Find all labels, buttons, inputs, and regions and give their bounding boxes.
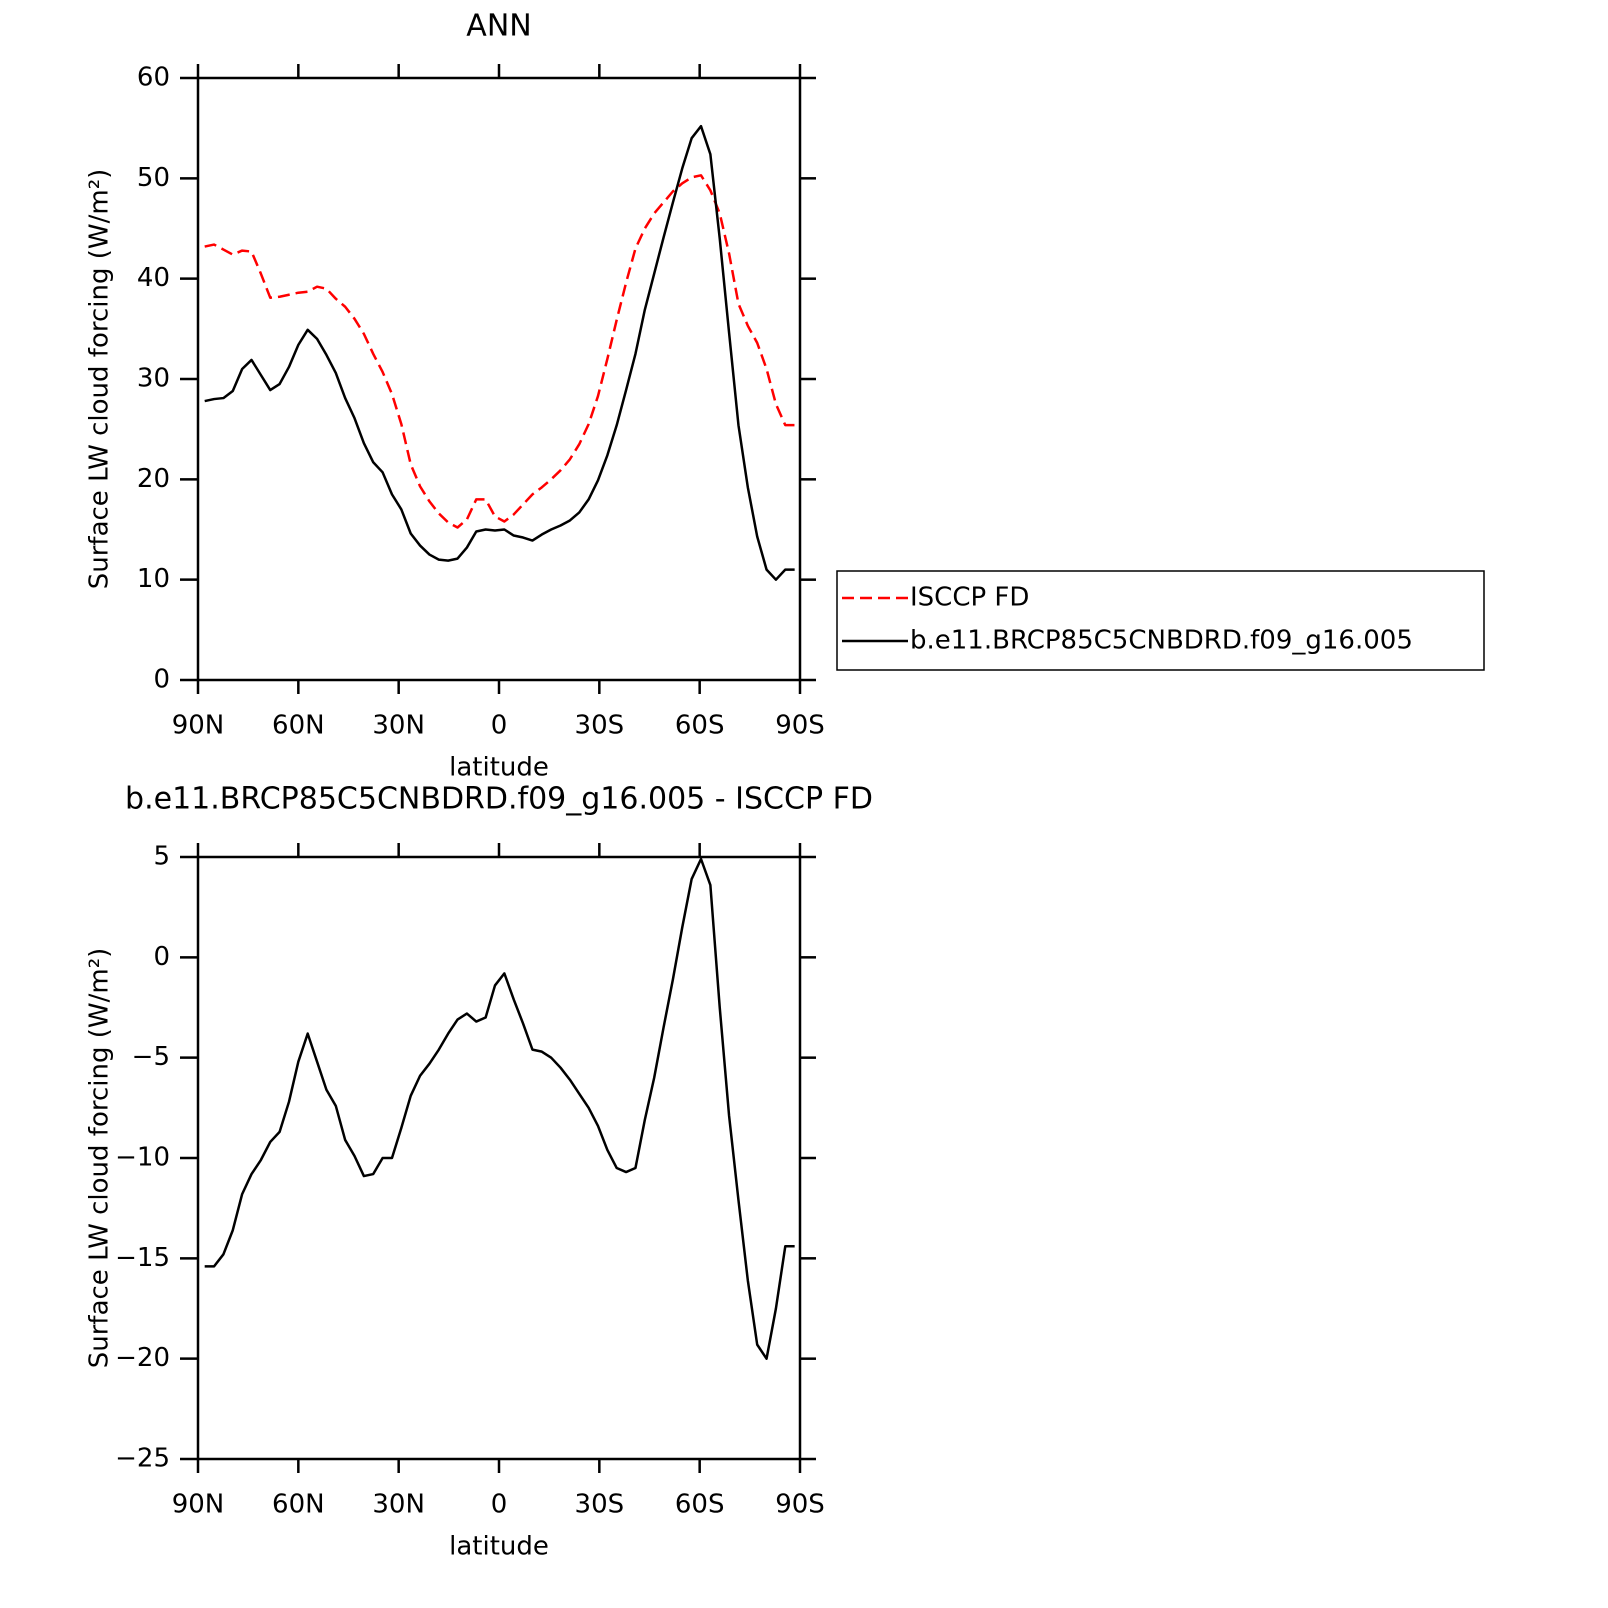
y-tick-label: 40 (137, 263, 170, 293)
legend-box (836, 570, 1485, 671)
chart-title: ANN (466, 9, 531, 44)
x-tick-label: 30S (575, 711, 625, 741)
x-tick-label: 90N (172, 711, 225, 741)
y-tick-label: −15 (115, 1243, 170, 1273)
x-tick-label: 30S (575, 1490, 625, 1520)
y-axis-label: Surface LW cloud forcing (W/m²) (85, 169, 115, 590)
x-tick-label: 90S (775, 1490, 825, 1520)
chart-panel: b.e11.BRCP85C5CNBDRD.f09_g16.005 - ISCCP… (85, 782, 873, 1562)
x-tick-label: 60S (675, 711, 725, 741)
x-axis-label: latitude (449, 753, 549, 783)
y-tick-label: −25 (115, 1444, 170, 1474)
y-tick-label: 0 (153, 665, 170, 695)
x-tick-label: 60S (675, 1490, 725, 1520)
y-tick-label: 30 (137, 364, 170, 394)
x-tick-label: 0 (491, 1490, 508, 1520)
y-tick-label: 60 (137, 63, 170, 93)
x-tick-label: 0 (491, 711, 508, 741)
y-tick-label: 20 (137, 464, 170, 494)
plot-frame (196, 76, 802, 682)
legend-label: b.e11.BRCP85C5CNBDRD.f09_g16.005 (910, 626, 1413, 656)
data-line (204, 174, 795, 529)
y-tick-label: −20 (115, 1343, 170, 1373)
x-tick-label: 60N (272, 711, 325, 741)
x-tick-label: 30N (372, 1490, 425, 1520)
y-tick-label: 50 (137, 163, 170, 193)
y-tick-label: 5 (153, 842, 170, 872)
y-tick-label: −5 (132, 1042, 170, 1072)
x-tick-label: 90S (775, 711, 825, 741)
x-tick-label: 60N (272, 1490, 325, 1520)
x-axis-label: latitude (449, 1532, 549, 1562)
y-tick-label: 10 (137, 564, 170, 594)
plot-frame (196, 855, 802, 1461)
chart-panel: ANN latitude Surface LW cloud forcing (W/m… (85, 9, 1485, 783)
chart-title: b.e11.BRCP85C5CNBDRD.f09_g16.005 - ISCCP… (125, 782, 873, 817)
x-tick-label: 30N (372, 711, 425, 741)
data-line (204, 124, 795, 581)
y-tick-label: 0 (153, 942, 170, 972)
x-tick-label: 90N (172, 1490, 225, 1520)
legend-label: ISCCP FD (910, 583, 1029, 613)
data-line (204, 857, 795, 1360)
y-axis-label: Surface LW cloud forcing (W/m²) (85, 948, 115, 1369)
y-tick-label: −10 (115, 1143, 170, 1173)
